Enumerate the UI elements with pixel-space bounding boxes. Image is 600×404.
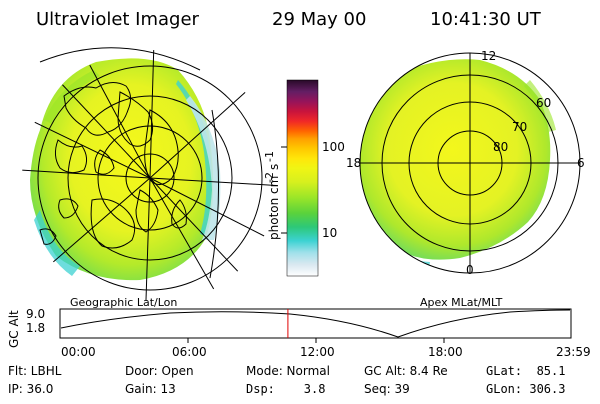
status-seq: Seq: 39 [364, 382, 410, 396]
status-filter: Flt: LBHL [8, 364, 62, 378]
colorbar-label-mid: s [267, 164, 281, 170]
title: Ultraviolet Imager [36, 9, 200, 30]
timeline-x-2359: 23:59 [556, 345, 591, 359]
status-gc-alt: GC Alt: 8.4 Re [364, 364, 448, 378]
timeline-y-label: GC Alt [7, 310, 21, 348]
colorbar-tick-10: 10 [322, 226, 337, 240]
date: 29 May 00 [272, 9, 366, 30]
status-mode: Mode: Normal [246, 364, 330, 378]
polar-mlat-mlt-panel: 12 18 6 0 60 70 80 [346, 49, 585, 277]
timeline-y-min: 1.8 [26, 321, 45, 335]
polar-grid [359, 52, 581, 274]
mlat-label-70: 70 [512, 120, 527, 134]
status-glon: GLon: 306.3 [486, 382, 565, 396]
aurora-image-right [360, 59, 556, 273]
colorbar-label-exp1: -2 [263, 172, 276, 183]
timeline-x-12: 12:00 [300, 345, 335, 359]
coastlines [39, 82, 187, 249]
lat-lon-grid [22, 47, 278, 301]
timeline-x-06: 06:00 [172, 345, 207, 359]
time: 10:41:30 UT [430, 9, 542, 30]
status-dsp: Dsp: 3.8 [246, 382, 325, 396]
right-panel-label: Apex MLat/MLT [420, 296, 503, 309]
mlat-label-80: 80 [493, 140, 508, 154]
status-info: Flt: LBHL IP: 36.0 Door: Open Gain: 13 M… [8, 364, 565, 396]
mlt-label-12: 12 [481, 49, 496, 63]
mlt-label-0: 0 [466, 263, 474, 277]
status-door: Door: Open [125, 364, 194, 378]
status-glat: GLat: 85.1 [486, 364, 565, 378]
timeline-y-max: 9.0 [26, 307, 45, 321]
colorbar-label-main: photon cm [267, 176, 281, 240]
geographic-map-panel [22, 47, 278, 301]
colorbar-tick-100: 100 [322, 140, 345, 154]
colorbar-label-exp2: -1 [263, 151, 276, 162]
altitude-timeline: 9.0 1.8 GC Alt 00:00 06:00 12:00 18:00 2… [7, 307, 591, 359]
mlat-label-60: 60 [536, 96, 551, 110]
timeline-x-00: 00:00 [61, 345, 96, 359]
status-ip: IP: 36.0 [8, 382, 53, 396]
color-scale-bar: 100 10 photon cm -2 s -1 [263, 79, 345, 277]
mlt-label-18: 18 [346, 156, 361, 170]
mlt-label-6: 6 [577, 156, 585, 170]
aurora-image-left [30, 58, 221, 281]
colorbar-label: photon cm -2 s -1 [263, 151, 281, 240]
left-panel-label: Geographic Lat/Lon [70, 296, 177, 309]
timeline-x-18: 18:00 [428, 345, 463, 359]
status-gain: Gain: 13 [125, 382, 176, 396]
